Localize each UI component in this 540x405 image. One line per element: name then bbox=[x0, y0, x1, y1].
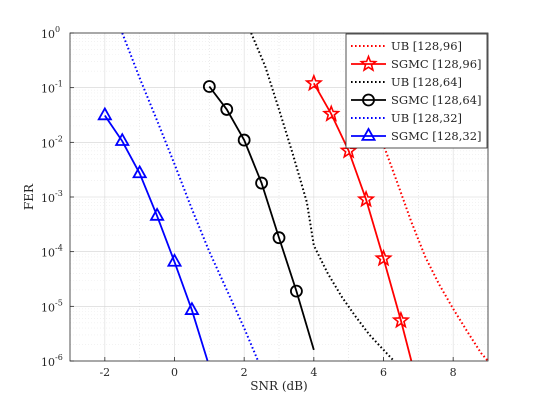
series-2-marker bbox=[356, 189, 376, 208]
x-tick-label: -2 bbox=[99, 366, 110, 379]
series-4-marker bbox=[255, 176, 268, 190]
y-tick-label-exponent: 0 bbox=[55, 25, 60, 34]
y-axis-label: FER bbox=[22, 183, 36, 210]
series-6-marker bbox=[184, 301, 200, 315]
series-2-marker bbox=[321, 104, 341, 122]
x-tick-label: 4 bbox=[310, 366, 317, 379]
series-4-marker bbox=[220, 103, 234, 116]
y-tick-label: 10 bbox=[41, 356, 55, 369]
legend-entry-1: UB [128,96] bbox=[391, 39, 462, 53]
y-tick-label-exponent: -1 bbox=[55, 80, 63, 89]
series-6-marker bbox=[166, 253, 183, 267]
series-2-marker bbox=[374, 248, 393, 267]
legend-marker-4 bbox=[362, 93, 375, 107]
y-tick-label: 10 bbox=[41, 83, 55, 96]
x-axis-label: SNR (dB) bbox=[250, 379, 307, 393]
series-2-marker bbox=[391, 310, 411, 329]
x-tick-label: 2 bbox=[241, 366, 248, 379]
series-2-line bbox=[313, 82, 413, 361]
y-tick-label: 10 bbox=[41, 192, 55, 205]
series-6-marker bbox=[114, 132, 130, 146]
series-4-marker bbox=[290, 284, 303, 298]
y-tick-label-exponent: -6 bbox=[55, 353, 63, 362]
legend-entry-5: UB [128,32] bbox=[391, 111, 462, 125]
y-tick-label-exponent: -3 bbox=[55, 189, 63, 198]
legend: UB [128,96] SGMC [128,96] UB [128,64] SGMC … bbox=[345, 33, 488, 149]
y-tick-label: 10 bbox=[41, 301, 55, 314]
legend-entry-2: SGMC [128,96] bbox=[391, 57, 482, 71]
series-4-marker bbox=[237, 133, 251, 147]
x-tick-label: 6 bbox=[380, 366, 387, 379]
series-4-marker bbox=[272, 231, 286, 245]
legend-marker-6 bbox=[360, 127, 377, 141]
series-6-marker bbox=[97, 106, 113, 121]
legend-marker-2 bbox=[359, 54, 378, 72]
series-6-line bbox=[104, 114, 209, 361]
series-4-marker bbox=[202, 80, 216, 93]
series-4-line bbox=[208, 85, 315, 351]
y-tick-label-exponent: -2 bbox=[55, 134, 63, 143]
legend-entry-4: SGMC [128,64] bbox=[391, 93, 482, 107]
series-6-marker bbox=[149, 207, 165, 221]
y-tick-label-exponent: -4 bbox=[55, 244, 63, 253]
series-2-marker bbox=[304, 73, 324, 92]
x-tick-label: 8 bbox=[450, 366, 457, 379]
y-tick-label: 10 bbox=[41, 28, 55, 41]
legend-entry-3: UB [128,64] bbox=[391, 75, 462, 89]
y-tick-label: 10 bbox=[41, 247, 55, 260]
y-tick-label-exponent: -5 bbox=[55, 298, 63, 307]
series-5-line bbox=[121, 33, 260, 361]
series-6-marker bbox=[132, 164, 148, 179]
y-tick-label: 10 bbox=[41, 137, 55, 150]
x-tick-label: 0 bbox=[171, 366, 178, 379]
legend-entry-6: SGMC [128,32] bbox=[391, 129, 482, 143]
